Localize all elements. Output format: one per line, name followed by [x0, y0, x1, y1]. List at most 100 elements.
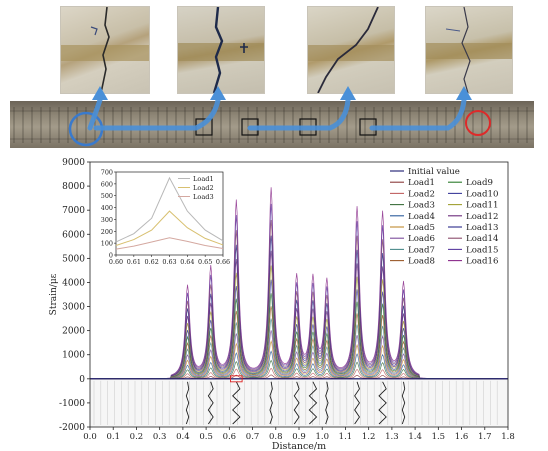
- crack-image-4: [426, 7, 512, 93]
- inset-y-tick-label: 600: [101, 180, 113, 188]
- lower-crack-panel: [90, 378, 508, 427]
- inset-y-tick-label: 200: [101, 228, 113, 236]
- legend-label: Load1: [408, 178, 435, 188]
- x-tick-label: 1.5: [432, 432, 446, 442]
- inset-y-tick-label: 700: [101, 169, 113, 177]
- photo-arrows: [87, 86, 472, 131]
- legend-label: Load2: [408, 189, 435, 199]
- crack-trace: [401, 381, 406, 425]
- crack-photo-1: [60, 6, 150, 94]
- legend-label: Load15: [466, 245, 498, 255]
- legend-label: Load16: [466, 257, 498, 267]
- strain-chart: -2000-1000010002000300040005000600070008…: [49, 158, 515, 451]
- crack-photo-3: [307, 6, 395, 94]
- inset-line-load1: [115, 176, 224, 243]
- y-tick-label: 3000: [62, 303, 85, 313]
- y-tick-label: 2000: [62, 327, 85, 337]
- chart-series: [90, 187, 508, 383]
- crack-trace: [378, 381, 387, 425]
- x-tick-label: 0.6: [223, 432, 237, 442]
- crack-trace: [325, 381, 329, 425]
- inset-chart: 0 100 200 300 400 500 600 700 0.60 0.61 0.62 0.63 0.…: [101, 169, 230, 267]
- y-tick-label: 6000: [62, 230, 85, 240]
- crack-trace: [185, 381, 190, 425]
- crack-trace: [308, 381, 318, 425]
- crack-photo-4: [425, 6, 513, 94]
- legend-label: Load5: [408, 223, 435, 233]
- legend-label: Initial value: [408, 167, 460, 177]
- y-tick-label: 9000: [62, 158, 85, 168]
- x-tick-label: 1.4: [408, 432, 422, 442]
- x-tick-label: 1.6: [455, 432, 469, 442]
- x-tick-label: 1.1: [339, 432, 353, 442]
- crack-trace: [293, 381, 300, 425]
- inset-legend-label: Load1: [193, 175, 214, 183]
- x-tick-label: 0.7: [246, 432, 260, 442]
- zoom-marker: [230, 375, 243, 383]
- inset-x-tick-label: 0.65: [198, 258, 212, 266]
- x-tick-label: 0.9: [292, 432, 306, 442]
- y-tick-label: 1000: [62, 351, 85, 361]
- inset-line-load3: [115, 237, 224, 250]
- inset-y-tick-label: 0: [109, 252, 113, 260]
- x-tick-label: 1.7: [478, 432, 492, 442]
- legend-label: Load9: [466, 178, 493, 188]
- x-tick-label: 0.0: [83, 432, 97, 442]
- x-tick-label: 0.2: [130, 432, 144, 442]
- x-tick-label: 1.8: [501, 432, 515, 442]
- legend-label: Load11: [466, 201, 498, 211]
- inset-x-tick-label: 0.61: [127, 258, 141, 266]
- legend-label: Load6: [408, 234, 435, 244]
- inset-x-tick-label: 0.60: [109, 258, 123, 266]
- crack-image-3: [308, 7, 394, 93]
- x-tick-label: 1.2: [362, 432, 376, 442]
- y-tick-label: -1000: [59, 399, 85, 409]
- inset-legend-label: Load2: [193, 184, 214, 192]
- legend: Initial valueLoad1Load2Load3Load4Load5Lo…: [390, 167, 499, 267]
- inset-legend-label: Load3: [193, 193, 214, 201]
- crack-image-2: [178, 7, 264, 93]
- y-axis: -2000 -1000 0 1000 2000 3000 4000 5000 6000 7000 8…: [59, 158, 90, 433]
- y-tick-label: 5000: [62, 254, 85, 264]
- crack-trace: [207, 381, 214, 425]
- x-tick-label: 1.3: [385, 432, 399, 442]
- legend-label: Load12: [466, 212, 498, 222]
- x-tick-label: 1.0: [315, 432, 329, 442]
- inset-y-tick-label: 300: [101, 216, 113, 224]
- inset-y-tick-label: 100: [101, 240, 113, 248]
- legend-label: Load4: [408, 212, 436, 222]
- inset-x-tick-label: 0.63: [162, 258, 176, 266]
- y-tick-label: 7000: [62, 206, 85, 216]
- crack-trace: [354, 381, 361, 425]
- inset-line-load2: [115, 210, 224, 246]
- crack-trace: [269, 381, 273, 425]
- inset-y-tick-label: 400: [101, 204, 113, 212]
- x-tick-label: 0.1: [106, 432, 120, 442]
- y-axis-label: Strain/με: [49, 273, 59, 315]
- inset-y-tick-label: 500: [101, 192, 113, 200]
- y-tick-label: 4000: [62, 278, 85, 288]
- marker-circle-red: [465, 110, 491, 136]
- x-tick-label: 0.5: [199, 432, 213, 442]
- legend-label: Load7: [408, 245, 435, 255]
- inset-x-tick-label: 0.66: [216, 258, 230, 266]
- x-tick-label: 0.8: [269, 432, 283, 442]
- inset-x-tick-label: 0.64: [180, 258, 194, 266]
- legend-label: Load14: [466, 234, 499, 244]
- x-tick-label: 0.4: [176, 432, 190, 442]
- crack-photo-2: [177, 6, 265, 94]
- x-axis-label: Distance/m: [272, 441, 326, 451]
- legend-label: Load3: [408, 201, 435, 211]
- inset-x-tick-label: 0.62: [145, 258, 159, 266]
- crack-trace: [232, 381, 241, 425]
- x-tick-label: 0.3: [153, 432, 167, 442]
- y-tick-label: 0: [79, 375, 85, 385]
- crack-image-1: [61, 7, 149, 93]
- x-axis: 0.0 0.1 0.2 0.3 0.4 0.5 0.6 0.7 0.8 0.9 1.0 1.1 1.2 1…: [83, 427, 515, 442]
- y-tick-label: 8000: [62, 182, 85, 192]
- y-tick-label: -2000: [59, 423, 85, 433]
- legend-label: Load13: [466, 223, 498, 233]
- legend-label: Load8: [408, 257, 435, 267]
- legend-label: Load10: [466, 189, 498, 199]
